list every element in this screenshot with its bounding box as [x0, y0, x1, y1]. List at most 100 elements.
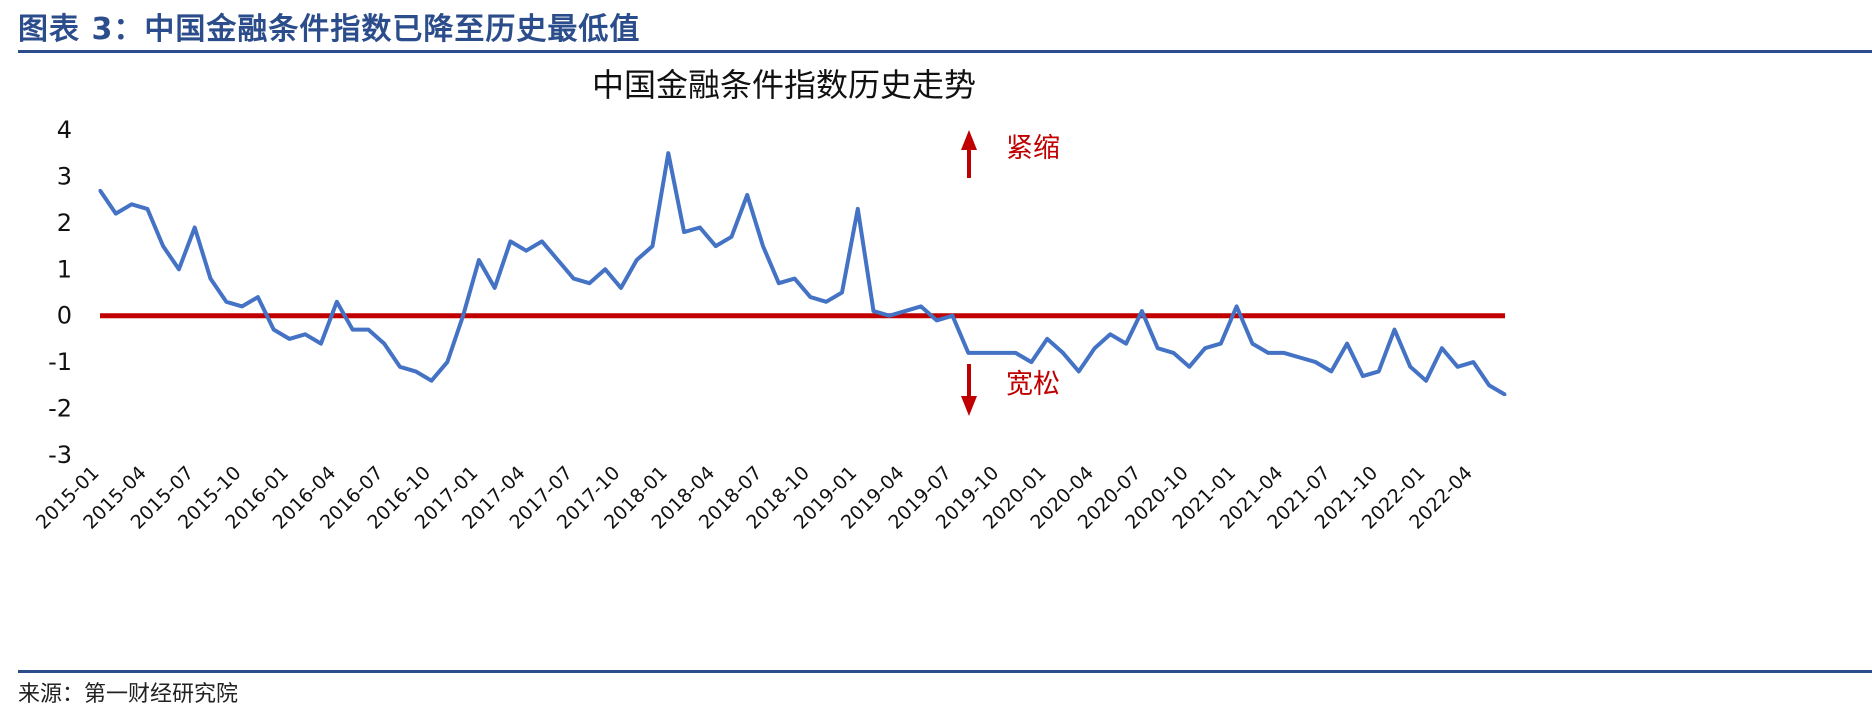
data-point: [1219, 342, 1223, 346]
data-point: [145, 207, 149, 211]
data-point: [1250, 342, 1254, 346]
data-point: [98, 188, 102, 192]
data-point: [982, 351, 986, 355]
source-note: 来源：第一财经研究院: [18, 682, 239, 707]
data-point: [730, 235, 733, 239]
data-point: [824, 300, 828, 304]
data-point: [1440, 346, 1444, 350]
data-point: [303, 332, 307, 336]
data-point: [840, 291, 844, 294]
data-point: [1393, 328, 1396, 332]
data-point: [177, 267, 181, 271]
bottom-rule: [18, 670, 1872, 673]
data-point: [998, 351, 1002, 355]
data-point: [856, 207, 860, 211]
data-point: [272, 328, 276, 332]
data-point: [1408, 365, 1412, 369]
data-point: [1424, 379, 1428, 383]
data-point: [1045, 337, 1049, 341]
data-point: [1014, 351, 1018, 355]
data-point: [430, 379, 433, 383]
data-point: [1456, 365, 1460, 369]
data-point: [1471, 360, 1475, 364]
data-point: [130, 202, 134, 206]
data-point: [461, 314, 465, 318]
data-point: [1108, 332, 1112, 336]
data-point: [635, 258, 639, 262]
data-point: [445, 360, 449, 364]
data-point: [777, 281, 781, 285]
data-point: [619, 286, 623, 290]
data-point: [414, 369, 418, 373]
y-axis: 4 3 2 1 0 -1 -2 -3: [48, 116, 72, 469]
data-point: [540, 239, 544, 243]
data-point: [603, 267, 607, 271]
loose-label: 宽松: [1006, 369, 1060, 400]
data-point: [240, 304, 244, 308]
data-point: [1503, 393, 1507, 397]
data-point: [761, 244, 765, 248]
data-point: [382, 342, 386, 346]
data-point: [887, 314, 891, 318]
data-point: [1361, 374, 1365, 378]
data-point: [524, 249, 528, 253]
down-arrow-head-icon: [961, 396, 977, 416]
data-point: [587, 281, 591, 285]
fci-series-line: [98, 151, 1507, 397]
data-point: [209, 277, 212, 281]
data-point: [1282, 351, 1286, 355]
y-tick-label: 1: [57, 255, 72, 283]
data-point: [319, 342, 323, 346]
data-point: [366, 328, 370, 332]
tight-label: 紧缩: [1006, 133, 1060, 164]
tight-annotation: 紧缩: [961, 130, 1060, 178]
y-tick-label: 3: [57, 162, 72, 190]
data-point: [1298, 356, 1302, 359]
y-tick-label: -1: [48, 348, 72, 376]
data-point: [951, 314, 954, 318]
data-point: [919, 304, 923, 308]
data-point: [114, 212, 118, 216]
data-point: [1077, 369, 1081, 373]
data-point: [666, 151, 670, 155]
data-point: [1266, 351, 1270, 355]
data-point: [477, 258, 481, 262]
top-rule: [18, 50, 1872, 53]
chart-title: 中国金融条件指数历史走势: [592, 66, 976, 104]
data-point: [793, 277, 797, 281]
data-point: [1487, 383, 1491, 387]
data-point: [682, 230, 686, 234]
data-point: [398, 365, 402, 369]
data-point: [1314, 360, 1318, 364]
data-point: [1187, 365, 1191, 369]
data-point: [1029, 360, 1033, 364]
x-axis: 2015-012015-042015-072015-102016-012016-…: [32, 462, 1477, 534]
y-tick-label: -3: [48, 441, 72, 469]
data-point: [651, 244, 654, 248]
data-point: [1140, 309, 1144, 313]
data-point: [256, 295, 260, 299]
data-point: [193, 226, 197, 229]
y-tick-label: -2: [48, 395, 72, 423]
data-point: [351, 328, 355, 332]
data-point: [572, 277, 576, 281]
data-point: [1235, 304, 1239, 308]
data-point: [1377, 369, 1381, 373]
data-point: [508, 239, 512, 243]
data-point: [493, 286, 497, 290]
data-point: [1061, 351, 1065, 355]
data-point: [287, 337, 291, 341]
data-point: [935, 318, 939, 322]
data-point: [1203, 346, 1207, 350]
data-point: [1093, 346, 1097, 350]
data-point: [966, 351, 970, 355]
data-point: [808, 295, 812, 299]
y-tick-label: 4: [57, 116, 72, 144]
data-point: [1156, 346, 1160, 350]
data-point: [714, 244, 718, 248]
y-tick-label: 0: [57, 302, 72, 330]
data-point: [903, 309, 907, 313]
data-points: [98, 151, 1507, 397]
data-point: [698, 226, 702, 229]
